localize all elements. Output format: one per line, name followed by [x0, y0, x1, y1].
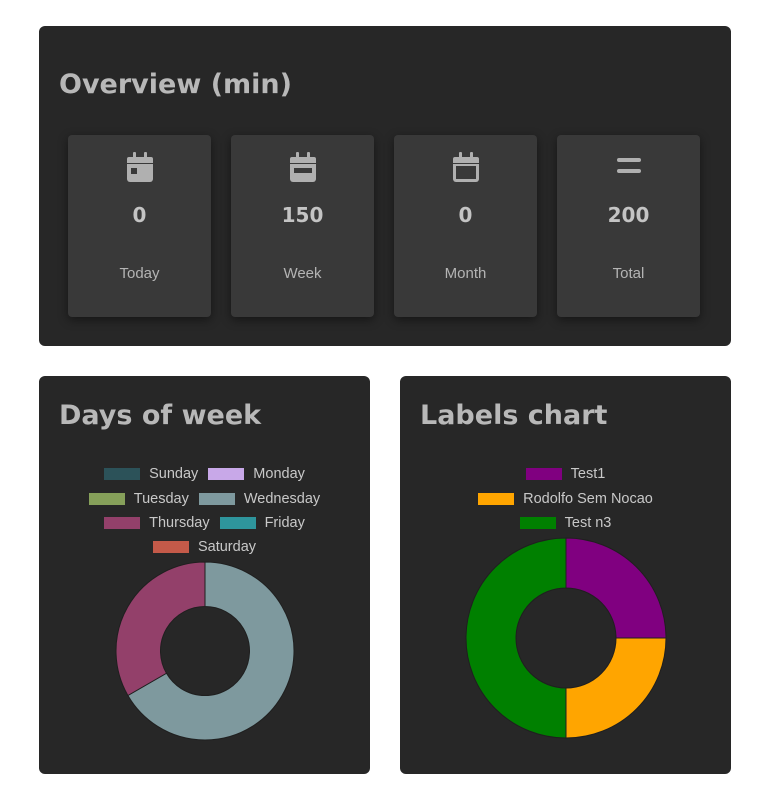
legend-swatch — [525, 468, 562, 481]
stat-card-week: 150 Week — [231, 135, 374, 317]
legend-swatch — [478, 492, 515, 505]
legend-label: Sunday — [149, 466, 199, 483]
days-donut-chart — [115, 561, 295, 741]
days-legend: Sunday Monday Tuesday Wednesday Thursday — [39, 462, 370, 560]
legend-swatch — [198, 492, 235, 505]
legend-item-friday[interactable]: Friday — [219, 514, 305, 532]
stat-card-month: 0 Month — [394, 135, 537, 317]
legend-label: Thursday — [149, 514, 210, 531]
stat-card-today: 0 Today — [68, 135, 211, 317]
legend-item-test1[interactable]: Test1 — [525, 465, 606, 483]
legend-label: Friday — [264, 514, 305, 531]
legend-item-wednesday[interactable]: Wednesday — [198, 490, 321, 508]
legend-item-thursday[interactable]: Thursday — [104, 514, 210, 532]
legend-item-test-n3[interactable]: Test n3 — [519, 514, 612, 532]
legend-swatch — [219, 516, 256, 529]
legend-item-rodolfo-sem-nocao[interactable]: Rodolfo Sem Nocao — [478, 490, 653, 508]
legend-label: Test n3 — [564, 514, 612, 531]
legend-label: Rodolfo Sem Nocao — [523, 490, 653, 507]
legend-swatch — [104, 468, 141, 481]
legend-item-sunday[interactable]: Sunday — [104, 465, 198, 483]
legend-swatch — [519, 516, 556, 529]
month-label: Month — [444, 265, 487, 282]
month-value: 0 — [458, 203, 473, 227]
week-value: 150 — [281, 203, 324, 227]
legend-label: Monday — [253, 466, 305, 483]
total-value: 200 — [607, 203, 650, 227]
today-label: Today — [119, 265, 160, 282]
labels-legend: Test1 Rodolfo Sem Nocao Test n3 — [400, 462, 731, 535]
calendar-week-icon — [231, 152, 374, 182]
days-of-week-title: Days of week — [59, 400, 262, 431]
today-value: 0 — [132, 203, 147, 227]
donut-segment-test-n3[interactable] — [465, 537, 567, 739]
legend-item-saturday[interactable]: Saturday — [152, 538, 257, 556]
legend-label: Tuesday — [133, 490, 189, 507]
legend-label: Wednesday — [243, 490, 321, 507]
labels-chart-title: Labels chart — [420, 400, 608, 431]
donut-segment-wednesday[interactable] — [127, 561, 295, 741]
calendar-day-icon — [68, 152, 211, 182]
donut-segment-thursday[interactable] — [115, 561, 206, 697]
overview-panel: Overview (min) 0 Today 150 Week — [39, 26, 731, 346]
days-of-week-panel: Days of week Sunday Monday Tuesday Wedne… — [39, 376, 370, 774]
donut-segment-test1[interactable] — [565, 537, 667, 639]
labels-donut-chart — [465, 537, 667, 739]
overview-title: Overview (min) — [59, 69, 292, 100]
donut-segment-rodolfo-sem-nocao[interactable] — [565, 637, 667, 739]
legend-label: Saturday — [197, 539, 257, 556]
equals-icon — [557, 152, 700, 182]
legend-swatch — [208, 468, 245, 481]
legend-label: Test1 — [570, 466, 606, 483]
stat-card-total: 200 Total — [557, 135, 700, 317]
legend-item-tuesday[interactable]: Tuesday — [88, 490, 189, 508]
legend-swatch — [152, 541, 189, 554]
legend-item-monday[interactable]: Monday — [208, 465, 305, 483]
legend-swatch — [104, 516, 141, 529]
total-label: Total — [612, 265, 645, 282]
week-label: Week — [283, 265, 322, 282]
calendar-month-icon — [394, 152, 537, 182]
labels-chart-panel: Labels chart Test1 Rodolfo Sem Nocao Tes… — [400, 376, 731, 774]
legend-swatch — [88, 492, 125, 505]
